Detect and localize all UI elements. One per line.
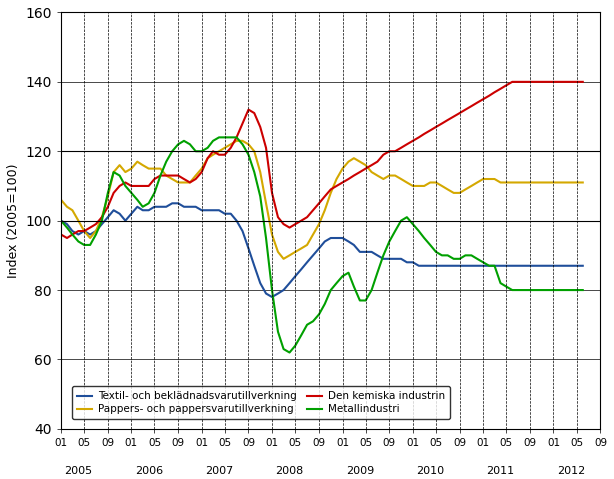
Text: 2012: 2012 [557, 467, 585, 476]
Text: 2007: 2007 [205, 467, 233, 476]
Text: 2011: 2011 [486, 467, 515, 476]
Text: 2006: 2006 [134, 467, 163, 476]
Text: 2008: 2008 [276, 467, 304, 476]
Text: 2005: 2005 [64, 467, 93, 476]
Text: 2009: 2009 [346, 467, 374, 476]
Y-axis label: Index (2005=100): Index (2005=100) [7, 163, 20, 278]
Legend: Textil- och beklädnadsvarutillverkning, Pappers- och pappersvarutillverkning, De: Textil- och beklädnadsvarutillverkning, … [72, 386, 450, 420]
Text: 2010: 2010 [416, 467, 445, 476]
